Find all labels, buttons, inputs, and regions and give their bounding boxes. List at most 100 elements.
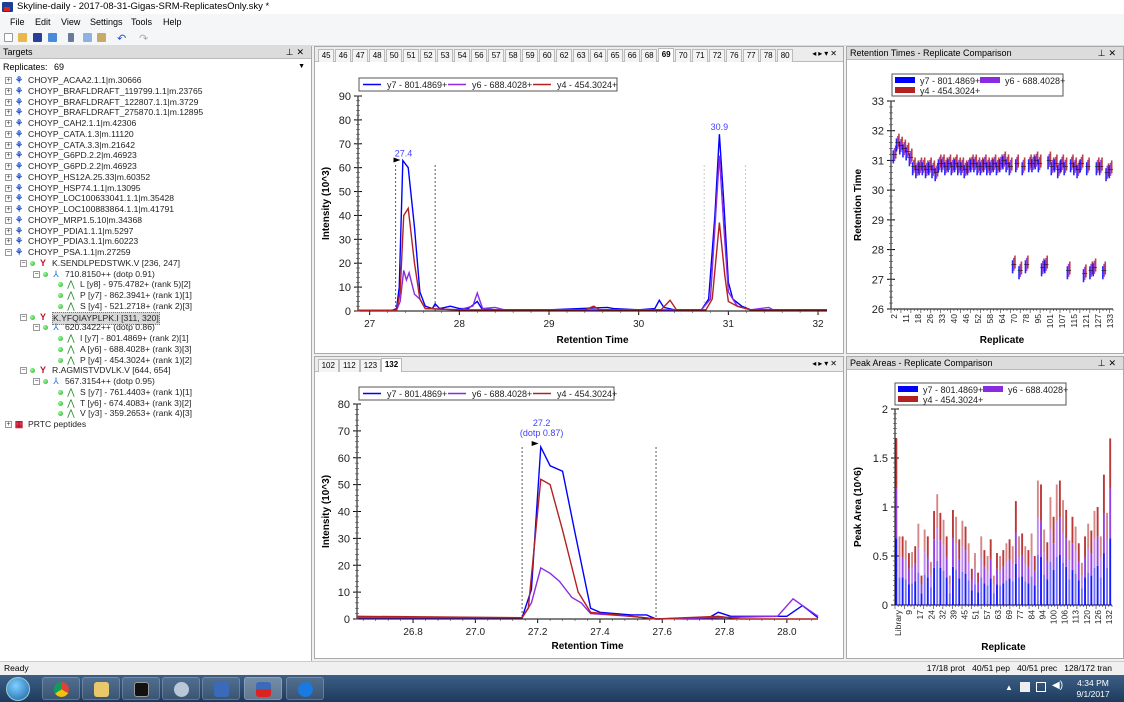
dropdown-arrow-icon[interactable]: ▼: [298, 63, 305, 70]
tab-replicate-57[interactable]: 57: [488, 49, 505, 62]
tree-item-protein[interactable]: − ⚘ CHOYP_PSA.1.1|m.27259: [0, 247, 310, 258]
expand-icon[interactable]: +: [5, 77, 12, 84]
tree-item-transition[interactable]: ⋀ V [y3] - 359.2653+ (rank 4)[3]: [0, 408, 310, 419]
expand-icon[interactable]: +: [5, 173, 12, 181]
tab-replicate-56[interactable]: 56: [471, 49, 488, 62]
cmd-taskbar-button[interactable]: [122, 677, 160, 700]
tree-item-transition[interactable]: ⋀ P [y4] - 454.3024+ (rank 1)[2]: [0, 355, 310, 366]
expand-icon[interactable]: +: [5, 98, 12, 106]
expand-icon[interactable]: +: [5, 227, 12, 235]
tab-replicate-60[interactable]: 60: [539, 49, 556, 62]
retention-times-chart[interactable]: 26 27 28 29 30 31 32 33 Replicate Retention Time 2…: [847, 61, 1123, 353]
expand-icon[interactable]: +: [5, 184, 12, 192]
collapse-icon[interactable]: −: [5, 249, 12, 256]
tab-replicate-52[interactable]: 52: [420, 49, 437, 62]
expand-icon[interactable]: +: [5, 152, 12, 160]
tree-item-precursor[interactable]: − ⅄ 710.8150++ (dotp 0.91): [0, 269, 310, 280]
skyline-daily-taskbar-button[interactable]: [244, 677, 282, 700]
tree-item-peptide[interactable]: − Y R.AGMISTVDVLK.V [644, 654]: [0, 365, 310, 376]
show-hidden-icons[interactable]: ▲: [1005, 683, 1013, 692]
expand-icon[interactable]: +: [5, 120, 12, 127]
tab-replicate-76[interactable]: 76: [726, 49, 743, 62]
tree-item-protein[interactable]: + ⚘ CHOYP_LOC100883864.1.1|m.41791: [0, 204, 310, 215]
import-icon[interactable]: [48, 33, 57, 42]
tree-item-protein[interactable]: + ⚘ CHOYP_BRAFLDRAFT_119799.1.1|m.23765: [0, 86, 310, 97]
tree-item-protein[interactable]: + ⚘ CHOYP_MRP1.5.10|m.34368: [0, 215, 310, 226]
cut-icon[interactable]: [68, 33, 74, 42]
tab-replicate-51[interactable]: 51: [403, 49, 420, 62]
skyline-taskbar-button[interactable]: [202, 677, 240, 700]
app-taskbar-button[interactable]: [162, 677, 200, 700]
collapse-icon[interactable]: −: [33, 270, 40, 278]
clock-date[interactable]: 9/1/2017: [1076, 689, 1110, 699]
tab-replicate-78[interactable]: 78: [760, 49, 777, 62]
tree-item-peptide[interactable]: − Y K.SENDLPEDSTWK.V [236, 247]: [0, 258, 310, 269]
tab-replicate-58[interactable]: 58: [505, 49, 522, 62]
pin-close-icons[interactable]: ⊥✕: [1097, 48, 1119, 58]
tree-item-transition[interactable]: ⋀ T [y6] - 674.4083+ (rank 3)[2]: [0, 398, 310, 409]
expand-icon[interactable]: +: [5, 130, 12, 138]
tree-item-transition[interactable]: ⋀ I [y7] - 801.4869+ (rank 2)[1]: [0, 333, 310, 344]
tree-item-precursor[interactable]: − ⅄ 567.3154++ (dotp 0.95): [0, 376, 310, 387]
chromatogram-chart-bottom[interactable]: 0 10 20 30 40 50 60 70 80 Retention Time Intensity…: [315, 373, 843, 658]
menu-view[interactable]: View: [61, 17, 81, 27]
tab-replicate-47[interactable]: 47: [352, 49, 369, 62]
tree-item-protein[interactable]: + ⚘ CHOYP_CATA.3.3|m.21642: [0, 140, 310, 151]
expand-icon[interactable]: +: [5, 109, 12, 117]
tree-item-protein[interactable]: + ⚘ CHOYP_G6PD.2.2|m.46923: [0, 150, 310, 161]
tree-item-protein[interactable]: + ⚘ CHOYP_G6PD.2.2|m.46923: [0, 161, 310, 172]
tree-item-peptide[interactable]: − Y K.YFQIAYPLPK.I [311, 320]: [0, 311, 310, 325]
tree-item-peptide-list[interactable]: + ▦ PRTC peptides: [0, 419, 310, 430]
chromatogram-chart-top[interactable]: 0 10 20 30 40 50 60 70 80 90 Retention Time Intensi…: [315, 63, 843, 353]
tree-item-protein[interactable]: + ⚘ CHOYP_PDIA1.1.1|m.5297: [0, 226, 310, 237]
expand-icon[interactable]: +: [5, 216, 12, 224]
action-center-icon[interactable]: [1020, 682, 1030, 692]
pin-close-icons[interactable]: ⊥✕: [1097, 358, 1119, 368]
menu-edit[interactable]: Edit: [35, 17, 51, 27]
paste-icon[interactable]: [97, 33, 106, 42]
tab-replicate-54[interactable]: 54: [454, 49, 471, 62]
save-icon[interactable]: [33, 33, 42, 42]
tab-replicate-71[interactable]: 71: [692, 49, 709, 62]
tab-replicate-68[interactable]: 68: [641, 49, 658, 62]
tree-item-transition[interactable]: ⋀ P [y7] - 862.3941+ (rank 1)[1]: [0, 290, 310, 301]
expand-icon[interactable]: +: [5, 238, 12, 246]
collapse-icon[interactable]: −: [20, 259, 27, 267]
start-button[interactable]: [6, 677, 30, 701]
tab-replicate-72[interactable]: 72: [709, 49, 726, 62]
collapse-icon[interactable]: −: [33, 324, 40, 332]
tab-nav-icons[interactable]: ◂▸▾✕: [812, 49, 839, 58]
tab-replicate-65[interactable]: 65: [607, 49, 624, 62]
menu-tools[interactable]: Tools: [131, 17, 153, 27]
clock-time[interactable]: 4:34 PM: [1077, 678, 1109, 688]
expand-icon[interactable]: +: [5, 206, 12, 213]
tree-item-protein[interactable]: + ⚘ CHOYP_BRAFLDRAFT_275870.1.1|m.12895: [0, 107, 310, 118]
tab-replicate-102[interactable]: 102: [318, 359, 339, 372]
expand-icon[interactable]: +: [5, 141, 12, 149]
collapse-icon[interactable]: −: [33, 378, 40, 385]
tab-replicate-48[interactable]: 48: [369, 49, 386, 62]
tree-item-protein[interactable]: + ⚘ CHOYP_PDIA3.1.1|m.60223: [0, 236, 310, 247]
undo-icon[interactable]: ↶: [117, 33, 127, 45]
menu-file[interactable]: File: [10, 17, 25, 27]
tab-replicate-66[interactable]: 66: [624, 49, 641, 62]
tree-item-protein[interactable]: + ⚘ CHOYP_HSP74.1.1|m.13095: [0, 183, 310, 194]
tab-replicate-77[interactable]: 77: [743, 49, 760, 62]
tab-replicate-69[interactable]: 69: [658, 48, 675, 62]
new-icon[interactable]: [4, 33, 13, 42]
tree-item-protein[interactable]: + ⚘ CHOYP_HS12A.25.33|m.60352: [0, 172, 310, 183]
chrome-taskbar-button[interactable]: [42, 677, 80, 700]
tree-item-protein[interactable]: + ⚘ CHOYP_CATA.1.3|m.11120: [0, 129, 310, 140]
collapse-icon[interactable]: −: [20, 313, 27, 321]
pin-close-icons[interactable]: ⊥✕: [285, 47, 307, 57]
tab-replicate-59[interactable]: 59: [522, 49, 539, 62]
explorer-taskbar-button[interactable]: [82, 677, 120, 700]
redo-icon[interactable]: ↷: [139, 33, 149, 45]
tab-replicate-132[interactable]: 132: [381, 358, 402, 372]
tree-item-transition[interactable]: ⋀ L [y8] - 975.4782+ (rank 5)[2]: [0, 279, 310, 290]
teamviewer-taskbar-button[interactable]: [286, 677, 324, 700]
tab-replicate-46[interactable]: 46: [335, 49, 352, 62]
network-icon[interactable]: [1036, 682, 1046, 692]
expand-icon[interactable]: +: [5, 163, 12, 170]
peak-areas-chart[interactable]: 0 0.5 1 1.5 2 Replicate Peak Area (10^6) Librar…: [847, 371, 1123, 659]
